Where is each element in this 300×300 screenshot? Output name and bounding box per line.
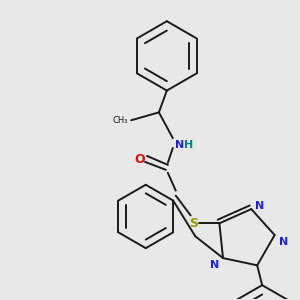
Text: N: N bbox=[175, 140, 184, 150]
Text: N: N bbox=[210, 260, 219, 270]
Text: CH₃: CH₃ bbox=[113, 116, 128, 125]
Text: O: O bbox=[135, 153, 146, 167]
Text: N: N bbox=[279, 237, 288, 247]
Text: N: N bbox=[255, 201, 265, 211]
Text: S: S bbox=[189, 217, 198, 230]
Text: H: H bbox=[184, 140, 193, 150]
